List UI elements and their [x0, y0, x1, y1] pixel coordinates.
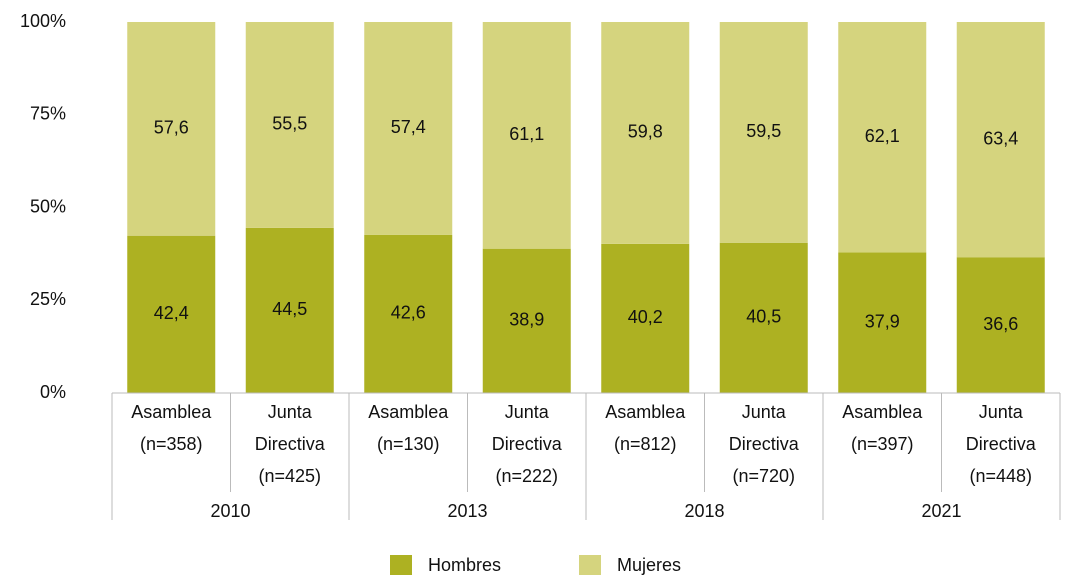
bar-segment	[601, 22, 690, 244]
x-tick-label: Asamblea	[131, 402, 212, 422]
bar-segment	[719, 242, 808, 393]
legend-swatch	[579, 555, 601, 575]
bar-segment	[127, 22, 216, 236]
data-label: 42,6	[391, 303, 426, 323]
data-label: 61,1	[509, 124, 544, 144]
x-tick-label: (n=130)	[377, 434, 440, 454]
y-tick-label: 25%	[30, 289, 66, 309]
group-label: 2021	[921, 501, 961, 521]
bar-segment	[127, 235, 216, 393]
bar-segment	[956, 22, 1045, 258]
bar-segment	[838, 252, 927, 393]
data-label: 59,5	[746, 121, 781, 141]
x-tick-label: Directiva	[729, 434, 800, 454]
x-tick-label: (n=720)	[732, 466, 795, 486]
x-tick-label: Directiva	[966, 434, 1037, 454]
bar-segment	[838, 22, 927, 253]
y-tick-label: 100%	[20, 11, 66, 31]
group-label: 2010	[210, 501, 250, 521]
x-tick-label: Directiva	[492, 434, 563, 454]
group-label: 2018	[684, 501, 724, 521]
legend-label: Mujeres	[617, 555, 681, 575]
legend-swatch	[390, 555, 412, 575]
x-tick-label: Junta	[742, 402, 787, 422]
y-tick-label: 75%	[30, 104, 66, 124]
x-tick-label: Junta	[268, 402, 313, 422]
data-label: 57,6	[154, 118, 189, 138]
x-tick-label: Asamblea	[605, 402, 686, 422]
bar-segment	[482, 22, 571, 249]
data-label: 57,4	[391, 117, 426, 137]
y-tick-label: 50%	[30, 196, 66, 216]
bar-segment	[482, 248, 571, 393]
x-tick-label: (n=222)	[495, 466, 558, 486]
bar-segment	[245, 22, 334, 228]
legend-label: Hombres	[428, 555, 501, 575]
data-label: 59,8	[628, 122, 663, 142]
x-tick-label: (n=358)	[140, 434, 203, 454]
data-label: 38,9	[509, 310, 544, 330]
bar-segment	[245, 227, 334, 393]
group-label: 2013	[447, 501, 487, 521]
bar-segment	[364, 22, 453, 235]
data-label: 62,1	[865, 126, 900, 146]
bar-segment	[956, 257, 1045, 393]
data-label: 40,2	[628, 307, 663, 327]
data-label: 42,4	[154, 303, 189, 323]
data-label: 44,5	[272, 299, 307, 319]
x-tick-label: (n=425)	[258, 466, 321, 486]
bar-segment	[719, 22, 808, 243]
x-tick-label: Asamblea	[842, 402, 923, 422]
x-tick-label: Junta	[979, 402, 1024, 422]
x-tick-label: (n=397)	[851, 434, 914, 454]
bar-segment	[601, 243, 690, 393]
data-label: 40,5	[746, 307, 781, 327]
data-label: 37,9	[865, 311, 900, 331]
x-tick-label: Directiva	[255, 434, 326, 454]
data-label: 63,4	[983, 128, 1018, 148]
x-tick-label: (n=812)	[614, 434, 677, 454]
x-tick-label: Junta	[505, 402, 550, 422]
bar-segment	[364, 234, 453, 393]
y-tick-label: 0%	[40, 382, 66, 402]
x-tick-label: (n=448)	[969, 466, 1032, 486]
data-label: 55,5	[272, 114, 307, 134]
data-label: 36,6	[983, 314, 1018, 334]
x-tick-label: Asamblea	[368, 402, 449, 422]
